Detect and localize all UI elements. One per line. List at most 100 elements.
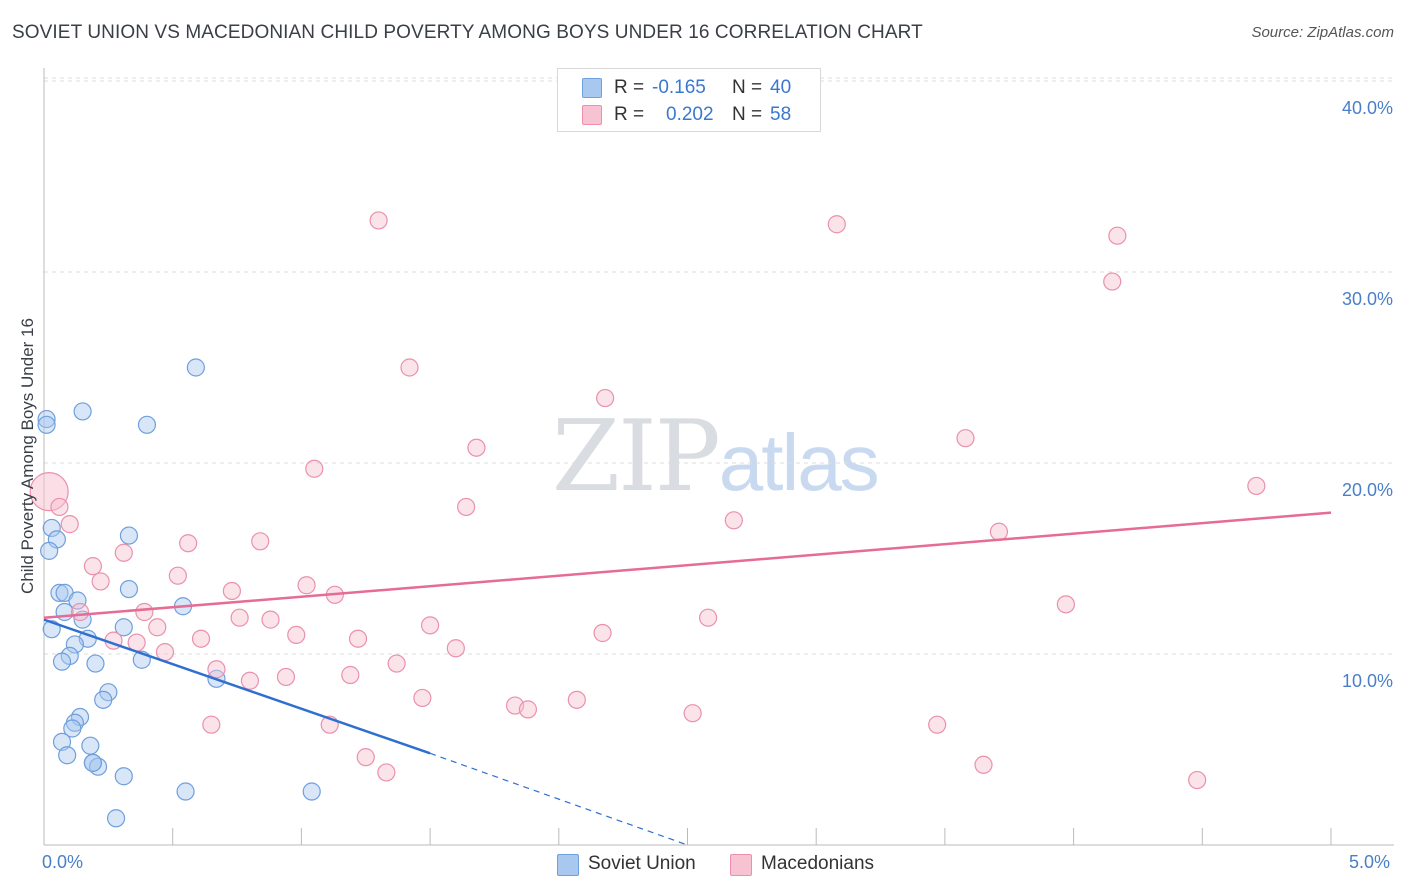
legend-label: Soviet Union — [588, 853, 696, 874]
macedonians-point — [974, 755, 993, 774]
macedonians-point — [191, 629, 211, 648]
soviet-union-point — [52, 732, 72, 751]
soviet-union-point — [37, 409, 56, 429]
r-label: R = — [614, 104, 645, 125]
macedonians-point — [377, 763, 396, 782]
soviet-union-point — [65, 635, 84, 654]
macedonians-point — [341, 665, 360, 685]
macedonians-point — [155, 642, 175, 662]
soviet-union-trend-line — [43, 618, 431, 755]
macedonians-swatch — [582, 105, 602, 125]
legend-swatch-soviet — [557, 854, 579, 876]
macedonians-point — [50, 497, 69, 517]
soviet-swatch — [582, 78, 602, 98]
soviet-union-trend-extension — [429, 752, 688, 846]
soviet-union-point — [86, 654, 105, 673]
soviet-union-point — [81, 736, 100, 755]
macedonians-point — [928, 715, 947, 734]
macedonians-point — [222, 581, 242, 601]
soviet-union-point — [302, 782, 321, 801]
n-label: N = — [732, 104, 763, 125]
soviet-union-point — [114, 618, 133, 637]
macedonians-point — [91, 572, 110, 591]
soviet-union-point — [40, 541, 59, 560]
macedonians-point — [518, 700, 538, 719]
macedonians-point — [168, 566, 187, 585]
macedonians-point — [596, 388, 615, 408]
macedonians-point — [698, 608, 718, 627]
macedonians-point — [956, 429, 975, 448]
y-tick-label-30: 30.0% — [1341, 289, 1393, 309]
n-value: 40 — [770, 77, 792, 98]
soviet-union-point — [55, 602, 74, 622]
legend-swatch-macedonians — [730, 854, 752, 876]
macedonians-point — [148, 618, 167, 637]
r-value: 0.202 — [666, 104, 714, 125]
chart-title: SOVIET UNION VS MACEDONIAN CHILD POVERTY… — [12, 22, 923, 43]
macedonians-point — [1247, 476, 1266, 496]
soviet-union-point — [83, 753, 103, 772]
soviet-union-point — [68, 591, 87, 610]
macedonians-point — [297, 576, 316, 595]
soviet-union-point — [63, 719, 82, 738]
soviet-union-point — [186, 358, 205, 377]
macedonians-point — [457, 497, 476, 517]
r-value: -0.165 — [652, 77, 706, 98]
soviet-union-point — [106, 809, 126, 828]
macedonians-point — [593, 623, 612, 643]
macedonians-point — [1108, 226, 1127, 245]
macedonians-point — [179, 534, 198, 553]
soviet-union-point — [176, 782, 195, 801]
macedonians-point — [387, 654, 406, 673]
macedonians-point — [261, 610, 280, 629]
macedonians-point — [1056, 595, 1075, 614]
n-value: 58 — [770, 104, 792, 125]
n-label: N = — [732, 77, 763, 98]
macedonians-point — [114, 543, 133, 562]
chart-source: Source: ZipAtlas.com — [1251, 24, 1394, 41]
macedonians-point — [348, 629, 368, 648]
y-tick-label-10: 10.0% — [1341, 671, 1393, 691]
soviet-union-point — [119, 579, 139, 599]
macedonians-point — [724, 511, 743, 530]
macedonians-point — [1103, 272, 1122, 291]
soviet-union-point — [137, 415, 157, 434]
data-points — [29, 211, 1266, 828]
soviet-union-point — [114, 767, 133, 786]
x-tick-label-max: 5.0% — [1349, 852, 1391, 872]
macedonians-trend-line — [43, 511, 1332, 619]
y-axis-label: Child Poverty Among Boys Under 16 — [18, 318, 37, 594]
macedonians-point — [369, 211, 388, 230]
macedonians-point — [240, 671, 260, 690]
macedonians-point — [29, 472, 69, 512]
macedonians-point — [421, 616, 440, 635]
x-tick-label-min: 0.0% — [42, 852, 84, 872]
soviet-union-point — [42, 518, 61, 538]
y-tick-label-20: 20.0% — [1341, 480, 1393, 500]
macedonians-point — [305, 459, 324, 478]
grid-lines — [44, 77, 1394, 655]
soviet-union-point — [73, 402, 92, 421]
macedonians-point — [467, 438, 486, 457]
macedonians-point — [135, 602, 154, 622]
macedonians-point — [276, 667, 296, 687]
watermark-zip: ZIP — [552, 400, 721, 514]
axes — [43, 68, 1394, 846]
macedonians-point — [1188, 770, 1207, 790]
macedonians-point — [989, 522, 1009, 541]
soviet-union-point — [58, 746, 77, 765]
macedonians-point — [83, 557, 103, 576]
correlation-stats-box: R = -0.165 N = 40 R = 0.202 N = 58 — [557, 68, 821, 132]
soviet-union-point — [37, 415, 56, 434]
trend-lines — [43, 511, 1332, 846]
macedonians-point — [413, 688, 432, 708]
soviet-union-point — [94, 690, 113, 709]
soviet-union-point — [50, 583, 69, 602]
macedonians-point — [207, 660, 226, 679]
macedonians-point — [70, 602, 90, 622]
macedonians-point — [446, 639, 465, 658]
r-label: R = — [614, 77, 645, 98]
soviet-union-point — [52, 652, 72, 671]
macedonians-point — [567, 690, 586, 709]
